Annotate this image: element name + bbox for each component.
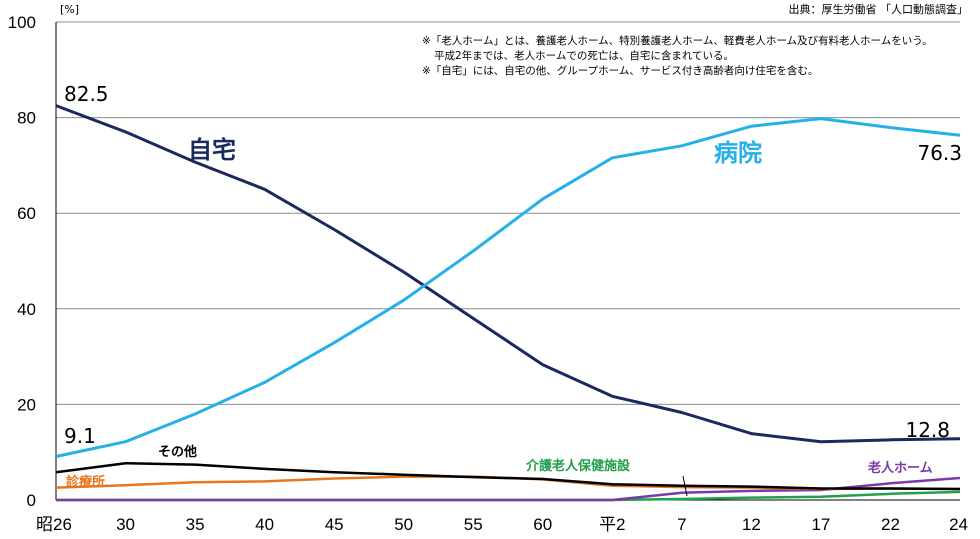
- kaigo-leader-line: [682, 475, 688, 497]
- y-tick-label: 40: [17, 300, 36, 319]
- y-tick-label: 0: [27, 491, 36, 510]
- y-tick-labels: 0 20 40 60 80 100: [8, 13, 36, 510]
- y-tick-label: 100: [8, 13, 36, 32]
- gridlines: [56, 21, 960, 405]
- series-label-rojin-home: 老人ホーム: [867, 460, 933, 476]
- note-line-1: ※「老人ホーム」とは、養護老人ホーム、特別養護老人ホーム、軽費老人ホーム及び有料…: [422, 34, 933, 47]
- series-label-byoin: 病院: [714, 139, 762, 167]
- y-tick-label: 60: [17, 204, 36, 223]
- x-tick-labels: 昭26 30 35 40 45 50 55 60 平2 7 12 17 22 24: [36, 515, 968, 534]
- x-tick-label: 35: [186, 515, 205, 534]
- x-tick-label: 24: [949, 515, 968, 534]
- note-line-2: 平成2年までは、老人ホームでの死亡は、自宅に含まれている。: [434, 49, 734, 62]
- x-tick-label: 40: [255, 515, 274, 534]
- x-tick-label: 17: [811, 515, 830, 534]
- y-tick-label: 80: [17, 109, 36, 128]
- series-line-自宅: [55, 104, 961, 444]
- y-axis-unit-label: [%]: [60, 3, 79, 16]
- series-line-老人ホーム: [56, 476, 961, 502]
- x-tick-label: 55: [464, 515, 483, 534]
- x-tick-label: 45: [325, 515, 344, 534]
- note-line-3: ※「自宅」には、自宅の他、グループホーム、サービス付き高齢者向け住宅を含む。: [422, 64, 818, 77]
- value-label-byoin-end: 76.3: [917, 141, 962, 165]
- y-tick-label: 20: [17, 395, 36, 414]
- series-label-sonota: その他: [158, 444, 197, 460]
- value-label-jitaku-end: 12.8: [905, 418, 950, 442]
- x-tick-label: 7: [677, 515, 686, 534]
- series-lines: [55, 104, 961, 502]
- x-tick-label: 50: [394, 515, 413, 534]
- value-label-byoin-start: 9.1: [64, 424, 96, 448]
- x-tick-label: 30: [116, 515, 135, 534]
- source-note: 出典：厚生労働省 「人口動態調査」: [789, 2, 969, 16]
- series-line-その他: [55, 461, 961, 491]
- series-label-kaigo: 介護老人保健施設: [525, 458, 631, 474]
- axes: [55, 22, 960, 501]
- x-tick-label: 22: [881, 515, 900, 534]
- series-line-病院: [55, 117, 961, 458]
- x-tick-label: 昭26: [36, 515, 72, 534]
- x-tick-label: 60: [533, 515, 552, 534]
- x-tick-label: 平2: [599, 515, 625, 534]
- series-label-shinryojo: 診療所: [66, 474, 105, 490]
- series-label-jitaku: 自宅: [188, 136, 236, 164]
- value-label-jitaku-start: 82.5: [64, 82, 109, 106]
- x-tick-label: 12: [742, 515, 761, 534]
